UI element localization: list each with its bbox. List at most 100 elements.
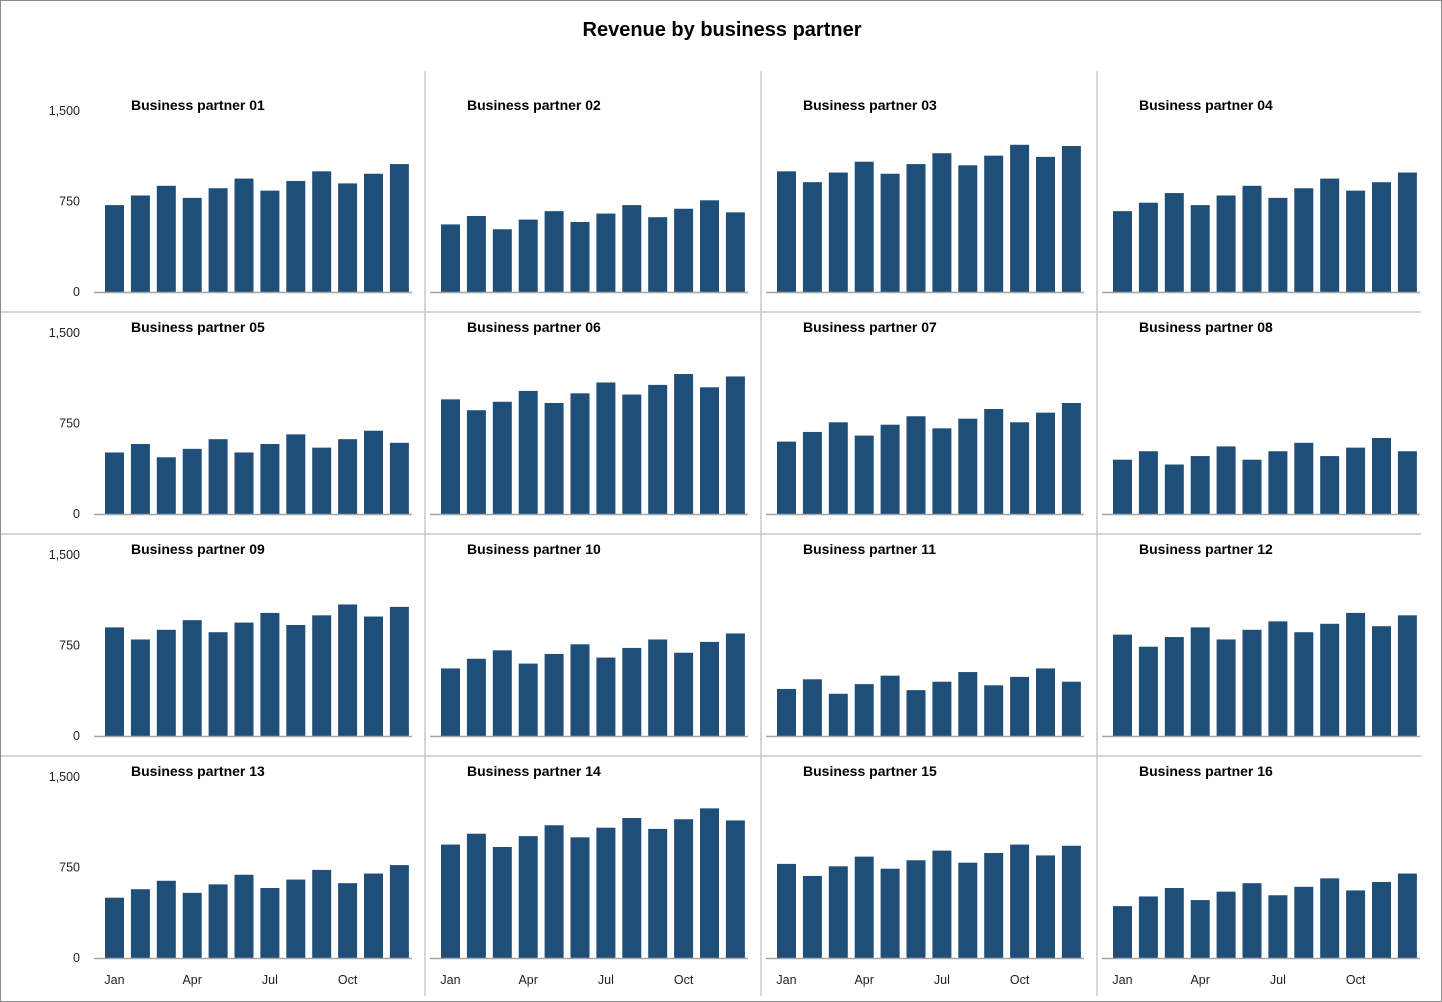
bar-partner01-jan bbox=[105, 205, 124, 292]
bar-partner07-dec bbox=[1061, 402, 1081, 514]
bar-partner13-apr bbox=[182, 892, 202, 958]
bar-partner05-may bbox=[208, 439, 228, 514]
bar-partner14-jan bbox=[441, 844, 460, 958]
bar-partner13-feb bbox=[130, 889, 150, 958]
panel-title-1: Business partner 01 bbox=[131, 97, 265, 113]
bar-partner11-may bbox=[880, 675, 900, 736]
bar-partner16-oct bbox=[1346, 890, 1366, 958]
bar-partner06-dec bbox=[725, 376, 745, 514]
bar-partner14-jul bbox=[596, 827, 616, 958]
bar-partner10-nov bbox=[700, 641, 719, 736]
bar-partner04-mar bbox=[1164, 193, 1184, 292]
bar-partner16-sep bbox=[1320, 878, 1340, 958]
bar-partner04-aug bbox=[1294, 188, 1314, 292]
bar-partner08-apr bbox=[1190, 456, 1210, 514]
bar-partner05-feb bbox=[130, 444, 150, 514]
bar-partner03-oct bbox=[1010, 144, 1030, 292]
panel-title-14: Business partner 14 bbox=[467, 763, 601, 779]
y-tick-label-row1-1500: 1,500 bbox=[49, 104, 80, 118]
bar-partner14-aug bbox=[622, 818, 642, 958]
bar-partner10-jan bbox=[441, 668, 460, 736]
bar-partner01-feb bbox=[130, 195, 150, 292]
bar-partner01-sep bbox=[312, 171, 332, 292]
bar-partner15-nov bbox=[1036, 855, 1055, 958]
bar-partner04-jan bbox=[1113, 211, 1132, 292]
y-tick-label-row1-750: 750 bbox=[59, 195, 80, 209]
bar-partner16-nov bbox=[1372, 881, 1391, 958]
bar-partner04-apr bbox=[1190, 205, 1210, 292]
bar-partner13-may bbox=[208, 884, 228, 958]
panel-title-3: Business partner 03 bbox=[803, 97, 937, 113]
x-tick-label-oct-col1: Oct bbox=[338, 973, 358, 987]
x-tick-label-jan-col2: Jan bbox=[440, 973, 460, 987]
bar-partner04-nov bbox=[1372, 182, 1391, 292]
bar-partner10-dec bbox=[725, 633, 745, 736]
bar-partner11-jan bbox=[777, 688, 796, 736]
x-tick-label-jul-col4: Jul bbox=[1270, 973, 1286, 987]
bar-partner14-sep bbox=[648, 828, 668, 958]
bar-partner16-apr bbox=[1190, 900, 1210, 958]
bar-partner03-feb bbox=[802, 182, 822, 292]
bar-partner02-dec bbox=[725, 212, 745, 292]
bar-partner08-aug bbox=[1294, 442, 1314, 514]
y-tick-label-row2-1500: 1,500 bbox=[49, 326, 80, 340]
bar-partner11-dec bbox=[1061, 681, 1081, 736]
bar-partner06-jun bbox=[570, 393, 590, 514]
bar-partner16-jun bbox=[1242, 883, 1262, 958]
bar-partner03-sep bbox=[984, 155, 1004, 292]
bar-partner02-feb bbox=[466, 215, 486, 292]
bar-partner16-jul bbox=[1268, 895, 1288, 958]
bar-partner12-sep bbox=[1320, 623, 1340, 736]
bar-partner07-aug bbox=[958, 418, 978, 514]
bar-partner11-feb bbox=[802, 679, 822, 736]
bar-partner02-apr bbox=[518, 219, 538, 292]
bar-partner11-nov bbox=[1036, 668, 1055, 736]
bar-partner05-oct bbox=[338, 439, 358, 514]
panel-title-7: Business partner 07 bbox=[803, 319, 937, 335]
bar-partner02-jan bbox=[441, 224, 460, 292]
bar-partner12-nov bbox=[1372, 626, 1391, 736]
bar-partner06-mar bbox=[492, 401, 512, 514]
bar-partner12-apr bbox=[1190, 627, 1210, 736]
bar-partner05-mar bbox=[156, 457, 176, 514]
bar-partner01-may bbox=[208, 188, 228, 292]
panel-title-2: Business partner 02 bbox=[467, 97, 601, 113]
bar-partner06-may bbox=[544, 402, 564, 514]
bar-partner13-mar bbox=[156, 880, 176, 958]
bar-partner09-sep bbox=[312, 615, 332, 736]
bar-partner08-may bbox=[1216, 446, 1236, 514]
bar-partner03-mar bbox=[828, 172, 848, 292]
bar-partner07-oct bbox=[1010, 422, 1030, 514]
bar-partner15-jul bbox=[932, 850, 952, 958]
bar-partner16-dec bbox=[1397, 873, 1417, 958]
y-tick-label-row2-0: 0 bbox=[73, 507, 80, 521]
x-tick-label-apr-col2: Apr bbox=[518, 973, 537, 987]
bar-partner03-aug bbox=[958, 165, 978, 292]
bar-partner01-mar bbox=[156, 185, 176, 292]
bar-partner15-may bbox=[880, 868, 900, 958]
bar-partner13-jan bbox=[105, 897, 124, 958]
bar-partner04-oct bbox=[1346, 190, 1366, 292]
bar-partner06-aug bbox=[622, 394, 642, 514]
bar-partner15-jun bbox=[906, 860, 926, 958]
bar-partner13-aug bbox=[286, 879, 306, 958]
bar-partner03-jan bbox=[777, 171, 796, 292]
bar-partner12-aug bbox=[1294, 632, 1314, 736]
bar-partner07-feb bbox=[802, 431, 822, 514]
bar-partner08-jun bbox=[1242, 459, 1262, 514]
bar-partner11-sep bbox=[984, 685, 1004, 736]
bar-partner07-may bbox=[880, 424, 900, 514]
bar-partner04-may bbox=[1216, 195, 1236, 292]
bar-partner09-dec bbox=[389, 606, 409, 736]
bar-partner16-feb bbox=[1138, 896, 1158, 958]
bar-partner01-oct bbox=[338, 183, 358, 292]
bar-partner15-oct bbox=[1010, 844, 1030, 958]
bar-partner12-jul bbox=[1268, 621, 1288, 736]
bar-partner08-feb bbox=[1138, 451, 1158, 514]
bar-partner10-may bbox=[544, 653, 564, 736]
bar-partner08-nov bbox=[1372, 437, 1391, 514]
bar-partner09-aug bbox=[286, 624, 306, 736]
bar-partner14-nov bbox=[700, 808, 719, 958]
